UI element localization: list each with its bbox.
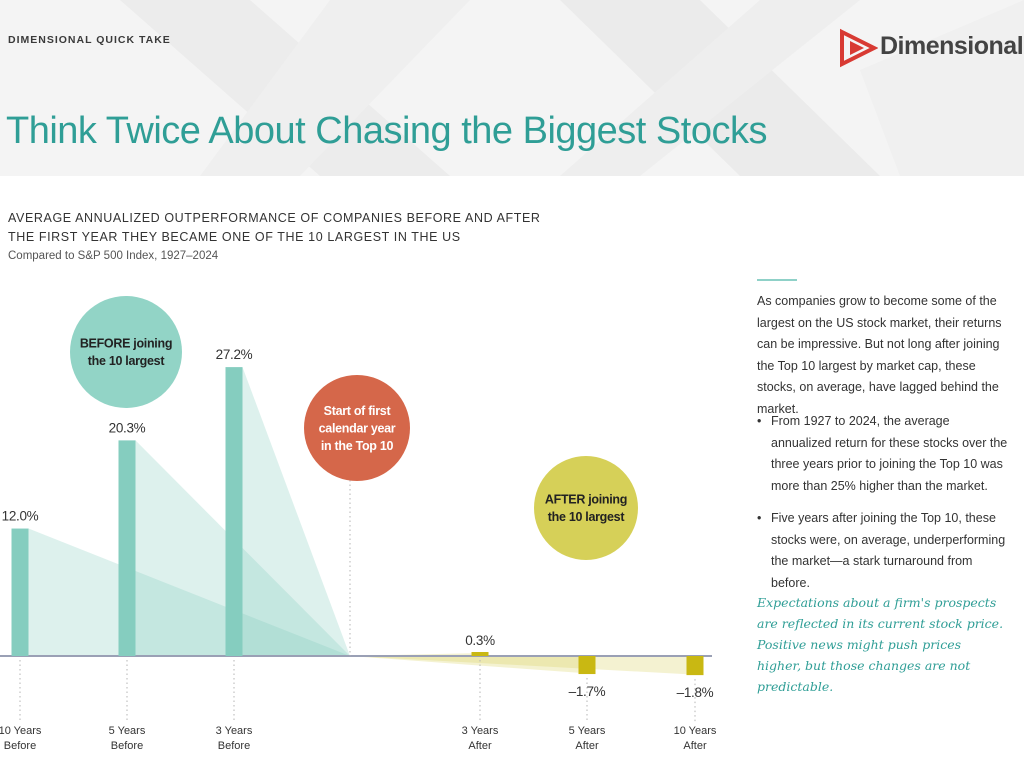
sidebar-intro: As companies grow to become some of the …	[757, 294, 1002, 416]
x-tick-label: 10 Years	[0, 725, 42, 737]
after-wedge	[350, 656, 596, 675]
after-annotation-circle	[534, 456, 638, 560]
x-tick-label: After	[468, 740, 492, 752]
x-tick-label: 5 Years	[569, 725, 606, 737]
header-background	[0, 0, 1024, 176]
sidebar-divider	[757, 279, 797, 281]
outperformance-chart: 12.0% 20.3% 27.2% 0.3% –1.7% –1.8% 10 Years Bef…	[0, 296, 717, 752]
start-annotation-text: calendar year	[319, 421, 396, 435]
x-tick-label: Before	[111, 740, 143, 752]
chart-subtitle: Compared to S&P 500 Index, 1927–2024	[8, 250, 219, 262]
after-annotation-text: the 10 largest	[548, 510, 626, 524]
brand-name: Dimensional	[880, 32, 1024, 60]
sidebar-quote: Expectations about a firm's prospects ar…	[757, 595, 1004, 694]
x-tick-label: 5 Years	[109, 725, 146, 737]
after-annotation-text: AFTER joining	[545, 493, 627, 507]
sidebar-bullets: From 1927 to 2024, the average annualize…	[757, 411, 1012, 605]
bar-before	[118, 440, 136, 656]
before-annotation-text: the 10 largest	[88, 354, 166, 368]
page-title: Think Twice About Chasing the Biggest St…	[6, 110, 767, 152]
chart-title-line-1: AVERAGE ANNUALIZED OUTPERFORMANCE OF COM…	[8, 211, 541, 225]
start-annotation-text: Start of first	[324, 404, 392, 418]
x-tick-label: 10 Years	[674, 725, 717, 737]
x-tick-label: After	[575, 740, 599, 752]
chart-title: AVERAGE ANNUALIZED OUTPERFORMANCE OF COM…	[8, 209, 541, 247]
bar-after	[471, 652, 489, 656]
data-label: –1.8%	[677, 685, 714, 700]
bar-after	[686, 656, 704, 676]
sidebar-bullet: Five years after joining the Top 10, the…	[757, 508, 1012, 594]
bar-before	[225, 367, 243, 656]
before-annotation-text: BEFORE joining	[80, 337, 172, 351]
start-annotation-text: in the Top 10	[321, 439, 394, 453]
x-tick-label: 3 Years	[216, 725, 253, 737]
start-annotation-circle	[304, 375, 410, 481]
data-label: 20.3%	[109, 420, 146, 435]
x-tick-label: Before	[218, 740, 250, 752]
before-wedge	[225, 367, 350, 656]
bar-before	[11, 528, 29, 656]
eyebrow-label: DIMENSIONAL QUICK TAKE	[8, 34, 171, 46]
chart-title-line-2: THE FIRST YEAR THEY BECAME ONE OF THE 10…	[8, 230, 461, 244]
bar-after	[578, 656, 596, 675]
x-tick-label: Before	[4, 740, 36, 752]
data-label: 27.2%	[216, 347, 253, 362]
sidebar-bullet: From 1927 to 2024, the average annualize…	[757, 411, 1012, 497]
data-label: 0.3%	[465, 633, 495, 648]
after-wedge	[350, 656, 704, 676]
dimensional-logo-icon	[840, 28, 878, 68]
before-wedge	[11, 528, 350, 656]
data-label: –1.7%	[569, 684, 606, 699]
x-tick-label: After	[683, 740, 707, 752]
before-annotation-circle	[70, 296, 182, 408]
x-tick-label: 3 Years	[462, 725, 499, 737]
data-label: 12.0%	[2, 509, 39, 524]
